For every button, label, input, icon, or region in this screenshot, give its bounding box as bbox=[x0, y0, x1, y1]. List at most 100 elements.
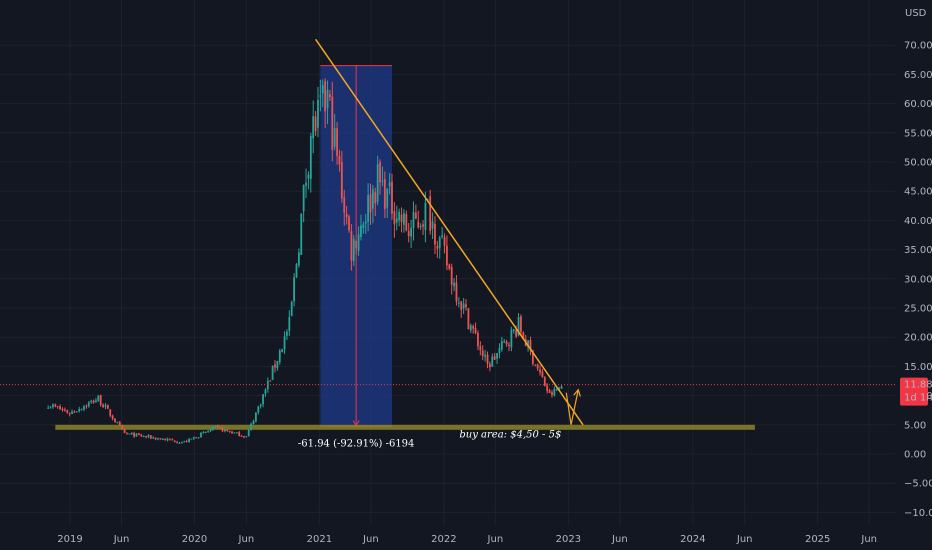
candle bbox=[364, 213, 367, 234]
candle bbox=[243, 436, 245, 439]
candle-body bbox=[142, 435, 145, 437]
candle bbox=[403, 209, 405, 233]
candle bbox=[66, 409, 69, 414]
candle bbox=[254, 412, 257, 423]
projection-path[interactable] bbox=[565, 389, 579, 425]
candle-body bbox=[462, 303, 465, 309]
downtrend-line[interactable] bbox=[314, 38, 584, 426]
candle-body bbox=[106, 405, 109, 409]
candle-body bbox=[338, 155, 341, 164]
candle-body bbox=[376, 164, 379, 202]
candle-body bbox=[508, 344, 510, 347]
price-tag-value: 11.88 bbox=[904, 380, 932, 391]
candle-body bbox=[369, 194, 372, 213]
candle-body bbox=[412, 212, 415, 229]
candle-body bbox=[321, 84, 324, 94]
candle bbox=[405, 210, 408, 232]
candle bbox=[116, 421, 119, 424]
candle-body bbox=[484, 354, 487, 357]
candle-body bbox=[443, 237, 446, 246]
candle-body bbox=[87, 402, 90, 407]
candle bbox=[140, 433, 143, 437]
x-tick-label: Jun bbox=[736, 534, 753, 545]
candle-body bbox=[169, 438, 171, 440]
candle-body bbox=[357, 234, 360, 251]
candle bbox=[343, 189, 346, 226]
candle bbox=[126, 432, 128, 435]
candle-body bbox=[83, 406, 85, 410]
candle bbox=[410, 219, 412, 248]
candle bbox=[52, 403, 54, 409]
candle-body bbox=[312, 116, 315, 139]
candle bbox=[274, 360, 276, 373]
candle-body bbox=[436, 245, 439, 249]
candle bbox=[336, 121, 338, 165]
candle-body bbox=[99, 395, 102, 405]
candle-body bbox=[405, 214, 408, 231]
candle-body bbox=[529, 339, 532, 350]
candle bbox=[102, 403, 104, 408]
candle bbox=[185, 439, 188, 443]
candle-body bbox=[510, 329, 513, 348]
candle bbox=[534, 364, 537, 367]
candle-body bbox=[159, 438, 162, 440]
candle-body bbox=[560, 386, 563, 389]
candle-body bbox=[307, 174, 310, 179]
candle bbox=[80, 408, 83, 411]
candle bbox=[56, 405, 59, 409]
candle bbox=[278, 348, 281, 365]
price-tag-bg bbox=[900, 377, 928, 406]
candle-body bbox=[329, 94, 331, 98]
candle bbox=[164, 438, 167, 441]
candle bbox=[250, 422, 253, 431]
candle-body bbox=[66, 410, 69, 414]
candle bbox=[252, 419, 255, 425]
support-zone[interactable]: buy area: $4,50 - 5$ bbox=[55, 424, 755, 441]
support-zone-rect[interactable] bbox=[55, 424, 755, 430]
candle-body bbox=[431, 221, 434, 229]
candle bbox=[407, 223, 410, 243]
y-tick-label: 65.00 bbox=[904, 70, 932, 81]
candle-body bbox=[515, 330, 518, 337]
candle-body bbox=[78, 409, 81, 412]
candle bbox=[431, 212, 434, 240]
candle bbox=[441, 227, 444, 239]
candle-body bbox=[147, 435, 150, 437]
candle-body bbox=[546, 385, 549, 392]
candle bbox=[142, 435, 145, 438]
candle bbox=[216, 424, 219, 429]
candle bbox=[376, 155, 379, 206]
candle-body bbox=[469, 325, 472, 331]
candle-body bbox=[336, 128, 338, 156]
candle bbox=[443, 233, 446, 254]
candle bbox=[503, 338, 506, 344]
candle bbox=[481, 345, 484, 361]
candle bbox=[548, 388, 551, 394]
candle-body bbox=[171, 439, 174, 441]
candle bbox=[412, 201, 415, 241]
candle bbox=[97, 394, 100, 402]
candle bbox=[317, 87, 319, 138]
candle bbox=[546, 383, 549, 394]
candle bbox=[362, 221, 365, 234]
candles bbox=[47, 78, 563, 444]
candle-body bbox=[324, 81, 327, 112]
candle bbox=[321, 79, 324, 108]
drawings[interactable] bbox=[314, 38, 584, 426]
candle-body bbox=[264, 389, 267, 394]
candle bbox=[360, 214, 362, 241]
candle-body bbox=[527, 340, 529, 348]
candle bbox=[176, 440, 179, 444]
candle bbox=[95, 397, 97, 403]
candle bbox=[73, 410, 76, 414]
candle-body bbox=[424, 202, 427, 230]
candle bbox=[357, 226, 360, 256]
candle bbox=[290, 300, 293, 317]
candle bbox=[436, 240, 439, 258]
candle-body bbox=[536, 364, 539, 369]
price-axis[interactable]: USD 70.00 65.00 60.00 55.00 50.00 45.00 40.00 3… bbox=[904, 8, 932, 519]
time-axis[interactable]: 2019 Jun 2020 Jun 2021 Jun 2022 Jun 2023 Jun 2024 J… bbox=[57, 534, 877, 545]
candle-body bbox=[300, 213, 303, 255]
candle-body bbox=[331, 96, 334, 150]
